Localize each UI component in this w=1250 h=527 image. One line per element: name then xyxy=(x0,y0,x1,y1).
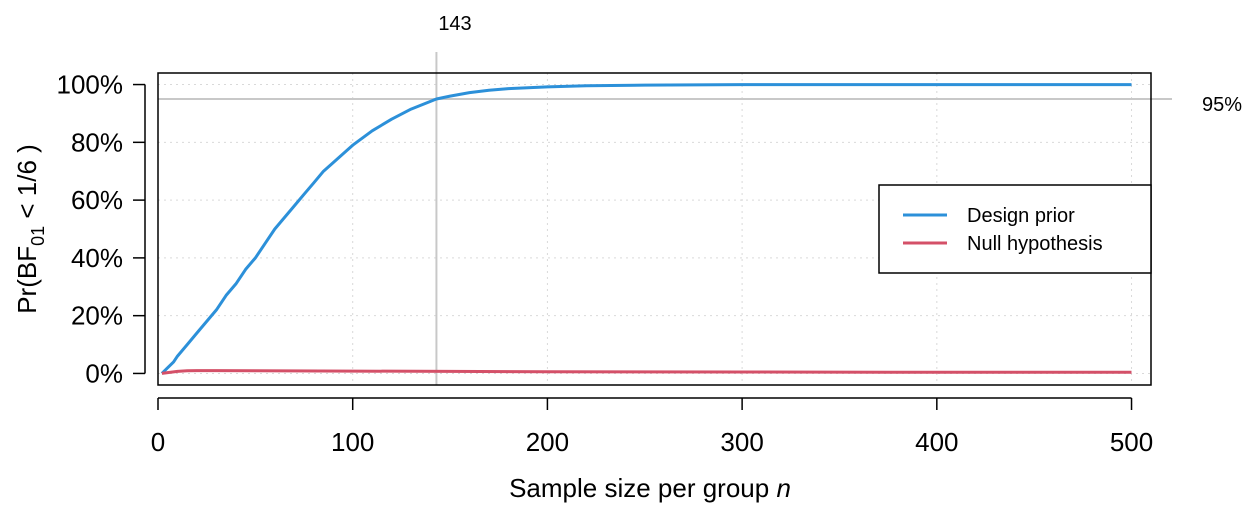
axes: 0 100 200 300 400 500 0% 20% 40% 60% 80% 100% xyxy=(57,70,1154,457)
legend-label-design-prior: Design prior xyxy=(967,205,1075,227)
x-axis-title: Sample size per group n xyxy=(509,473,791,503)
x-tick-label: 400 xyxy=(915,427,958,457)
x-tick-label: 500 xyxy=(1110,427,1153,457)
series-line-design-prior xyxy=(160,83,1132,375)
x-tick-label: 100 xyxy=(331,427,374,457)
y-tick-label: 0% xyxy=(85,358,123,388)
legend-label-null-hypothesis: Null hypothesis xyxy=(967,233,1103,255)
legend: Design prior Null hypothesis xyxy=(878,184,1152,274)
x-tick-label: 200 xyxy=(526,427,569,457)
y-tick-label: 60% xyxy=(71,185,123,215)
reference-y-label: 95% xyxy=(1202,94,1242,116)
x-tick-label: 0 xyxy=(151,427,165,457)
legend-box xyxy=(878,184,1152,274)
y-axis-title: Pr(BF01 < 1/6 ) xyxy=(12,144,48,314)
y-axis-title-subscript: 01 xyxy=(28,226,48,246)
y-tick-label: 80% xyxy=(71,127,123,157)
y-axis-title-prefix: Pr(BF xyxy=(12,246,42,314)
x-axis-title-main: Sample size per group xyxy=(509,473,776,503)
x-axis-title-variable: n xyxy=(776,473,790,503)
x-tick-label: 300 xyxy=(720,427,763,457)
series-layer xyxy=(160,83,1132,375)
y-tick-label: 20% xyxy=(71,301,123,331)
y-tick-label: 40% xyxy=(71,243,123,273)
y-tick-label: 100% xyxy=(57,70,124,100)
reference-x-label: 143 xyxy=(438,13,471,35)
y-axis-title-suffix: < 1/6 ) xyxy=(12,144,42,226)
series-line-null-hypothesis xyxy=(161,369,1132,375)
reference-lines xyxy=(158,52,1172,385)
